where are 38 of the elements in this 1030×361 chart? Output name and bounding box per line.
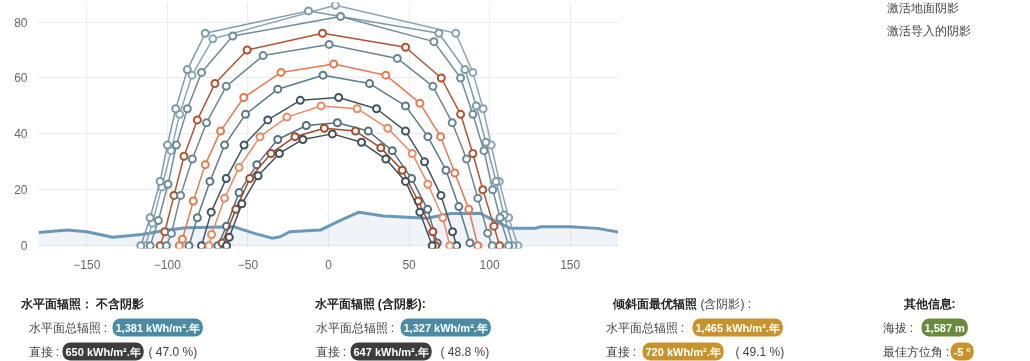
text: 水平面辐照 (含阴影): bbox=[313, 296, 426, 311]
text: 直接 : bbox=[28, 344, 60, 359]
text: 1,465 kWh/m².年 bbox=[695, 321, 780, 334]
y-tick-label: 60 bbox=[14, 71, 28, 86]
text: 650 kWh/m².年 bbox=[65, 345, 141, 358]
text: -5 ° bbox=[953, 345, 971, 358]
text: 水平面总辐照 : bbox=[315, 320, 395, 335]
x-tick-label: −100 bbox=[153, 257, 182, 272]
text: 海拔 : bbox=[882, 320, 914, 335]
x-tick-label: 100 bbox=[479, 257, 500, 272]
text: ( 47.0 %) bbox=[148, 344, 198, 359]
x-tick-label: 0 bbox=[325, 257, 333, 272]
text: (含阴影) : bbox=[700, 296, 752, 311]
y-tick-label: 0 bbox=[20, 239, 28, 254]
x-tick-label: 150 bbox=[560, 257, 581, 272]
text: ( 49.1 %) bbox=[735, 344, 785, 359]
text: 647 kWh/m².年 bbox=[353, 345, 429, 358]
text: 水平面总辐照 : bbox=[605, 320, 685, 335]
x-tick-label: 50 bbox=[402, 257, 417, 272]
text: 直接 : bbox=[315, 344, 347, 359]
text: 720 kWh/m².年 bbox=[645, 345, 721, 358]
text: 1,327 kWh/m².年 bbox=[403, 321, 488, 334]
text: 1,381 kWh/m².年 bbox=[115, 321, 200, 334]
x-tick-label: −150 bbox=[73, 257, 101, 272]
text: 激活导入的阴影 bbox=[886, 24, 971, 39]
text: 水平面辐照： 不含阴影 bbox=[19, 296, 144, 311]
text: 水平面总辐照 : bbox=[28, 320, 108, 335]
y-tick-label: 20 bbox=[14, 183, 28, 198]
text: 其他信息: bbox=[902, 296, 956, 311]
y-tick-label: 40 bbox=[14, 127, 28, 142]
text: ( 48.8 %) bbox=[440, 344, 490, 359]
text: 激活地面阴影 bbox=[886, 0, 959, 15]
text: 直接 : bbox=[605, 344, 637, 359]
y-tick-label: 80 bbox=[14, 15, 28, 30]
text: 1,587 m bbox=[924, 321, 966, 334]
text: 倾斜面最优辐照 bbox=[611, 296, 697, 311]
x-tick-label: −50 bbox=[237, 257, 259, 272]
text: 最佳方位角 : bbox=[882, 344, 950, 359]
